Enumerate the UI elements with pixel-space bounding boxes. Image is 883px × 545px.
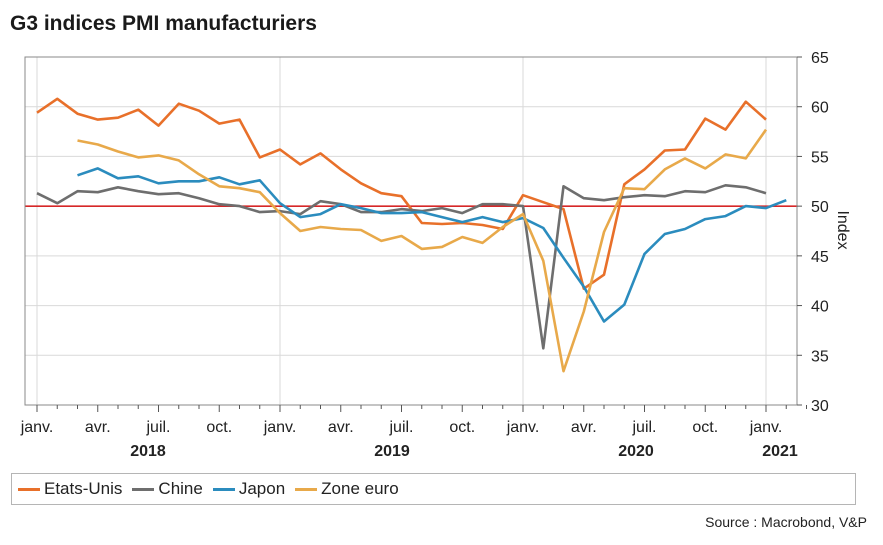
legend-swatch (18, 487, 40, 491)
legend-item: Etats-Unis (18, 479, 122, 499)
legend-swatch (295, 487, 318, 491)
x-tick-label: janv. (749, 419, 783, 436)
source-note: Source : Macrobond, V&P (705, 514, 867, 530)
x-tick-labels: janv. avr. juil. oct. janv. avr. juil. oct. janv… (20, 419, 783, 436)
legend-item: Chine (132, 479, 203, 499)
y-tick-label: 30 (811, 398, 829, 415)
year-labels: 2018 2019 2020 2021 (130, 443, 798, 460)
legend-swatch (132, 487, 155, 491)
series-line-japon (77, 167, 787, 323)
x-tick-label: avr. (328, 419, 354, 436)
y-tick-label: 65 (811, 50, 829, 67)
series-line-zone-euro (77, 128, 768, 373)
chart-title: G3 indices PMI manufacturiers (10, 12, 317, 35)
x-tick-label: oct. (692, 419, 718, 436)
x-tick-label: oct. (206, 419, 232, 436)
legend-item: Zone euro (295, 479, 399, 499)
y-tick-label: 40 (811, 299, 829, 316)
year-label: 2018 (130, 443, 166, 460)
axes (24, 56, 807, 412)
y-tick-labels: 30 35 40 45 50 55 60 65 (811, 50, 829, 415)
x-tick-label: janv. (506, 419, 540, 436)
legend: Etats-Unis Chine Japon Zone euro (11, 473, 856, 505)
legend-label: Japon (238, 479, 286, 498)
x-tick-label: juil. (388, 419, 413, 436)
x-tick-label: avr. (85, 419, 111, 436)
series-line-etats-unis (36, 97, 767, 291)
legend-label: Zone euro (321, 479, 399, 498)
legend-swatch (212, 487, 235, 491)
series-line-chine (36, 184, 767, 350)
y-tick-label: 60 (811, 100, 829, 117)
series-lines (36, 97, 787, 373)
y-axis-label: Index (834, 210, 851, 249)
legend-label: Chine (158, 479, 203, 498)
x-tick-label: avr. (571, 419, 597, 436)
legend-label: Etats-Unis (44, 479, 123, 498)
y-tick-label: 50 (811, 199, 829, 216)
x-tick-label: janv. (20, 419, 54, 436)
legend-item: Japon (212, 479, 286, 499)
x-tick-label: juil. (631, 419, 656, 436)
y-tick-label: 55 (811, 149, 829, 166)
y-tick-label: 35 (811, 348, 829, 365)
x-tick-label: janv. (263, 419, 297, 436)
year-label: 2020 (618, 443, 654, 460)
x-tick-label: oct. (449, 419, 475, 436)
y-tick-label: 45 (811, 249, 829, 266)
x-tick-label: juil. (145, 419, 170, 436)
year-label: 2021 (762, 443, 798, 460)
year-label: 2019 (374, 443, 410, 460)
plot-frame (24, 56, 798, 406)
